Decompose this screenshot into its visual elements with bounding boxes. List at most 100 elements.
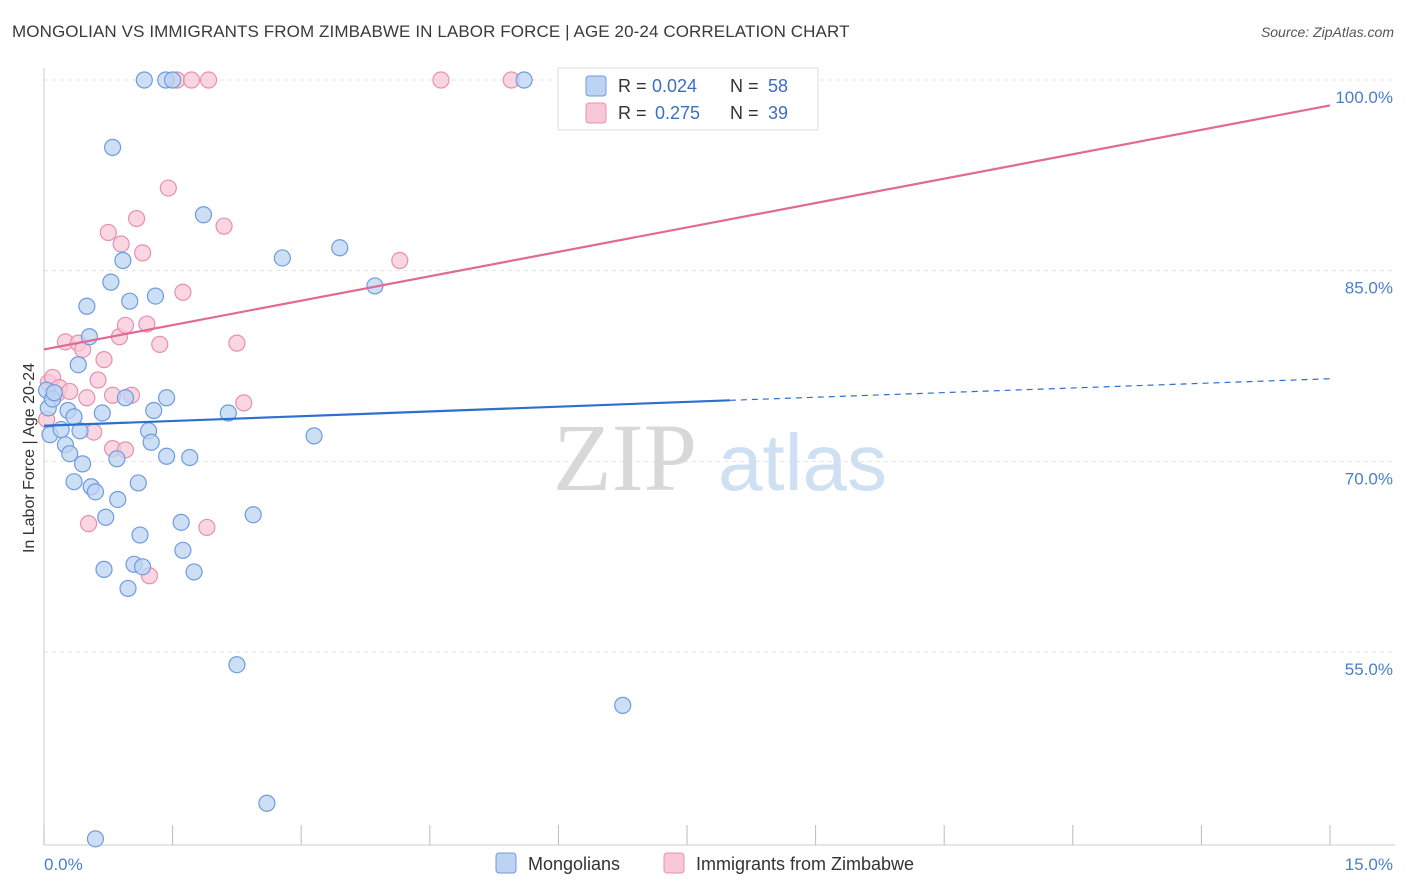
mongolian-point (71, 422, 89, 440)
mongolian-point (119, 579, 137, 598)
y-tick-labels: 55.0% 70.0% 85.0% 100.0% (1335, 88, 1393, 679)
mongolian-point (95, 560, 113, 578)
y-tick-label: 55.0% (1345, 660, 1393, 679)
zimbabwe-point (61, 382, 79, 401)
mongolian-point (331, 239, 349, 257)
legend-swatch-mongolians (585, 75, 607, 97)
zimbabwe-point (133, 244, 152, 262)
mongolian-point (65, 473, 83, 491)
mongolian-point (157, 447, 176, 465)
mongolian-point (97, 508, 115, 526)
zimbabwe-point (116, 316, 135, 334)
mongolian-point (515, 71, 533, 89)
x-tick-label: 0.0% (44, 855, 83, 874)
source-credit: Source: ZipAtlas.com (1260, 24, 1394, 40)
legend-r-value: 0.024 (652, 76, 697, 96)
zimbabwe-point (79, 515, 98, 533)
legend-swatch-zimbabwe (585, 102, 607, 124)
mongolian-point (244, 506, 262, 524)
mongolian-point (86, 483, 105, 501)
mongolian-point (69, 356, 87, 374)
zimbabwe-point (432, 71, 450, 89)
mongolian-point (273, 249, 291, 267)
zimbabwe-point (112, 235, 130, 253)
zimbabwe-point (391, 251, 409, 270)
mongolian-point (109, 490, 127, 509)
zimbabwe-point (200, 71, 218, 89)
zimbabwe-point (198, 518, 216, 537)
watermark-zip: ZIP (553, 404, 697, 511)
mongolian-point (133, 558, 152, 576)
legend-r-label: R = (618, 103, 647, 123)
mongolian-point (93, 404, 111, 422)
zimbabwe-point (95, 351, 113, 369)
legend-r-value: 0.275 (655, 103, 700, 123)
y-tick-label: 70.0% (1345, 469, 1393, 488)
mongolian-point (116, 389, 135, 407)
zimbabwe-point (182, 71, 201, 89)
series-legend: Mongolians Immigrants from Zimbabwe (495, 852, 914, 874)
legend-label-mongolians: Mongolians (528, 854, 620, 874)
mongolian-point (219, 404, 237, 422)
legend-n-label: N = (730, 103, 759, 123)
mongolian-point (78, 297, 96, 315)
zimbabwe-point (89, 371, 107, 389)
mongolian-point (164, 71, 182, 89)
zimbabwe-point (138, 315, 156, 333)
y-axis-title: In Labor Force | Age 20-24 (21, 363, 38, 553)
legend-n-value: 58 (768, 76, 788, 96)
legend-n-label: N = (730, 76, 759, 96)
mongolian-point (102, 273, 120, 291)
mongolian-point (305, 427, 323, 445)
watermark: ZIP atlas (553, 404, 887, 511)
mongolian-point (185, 563, 203, 581)
mongolian-point (103, 138, 122, 156)
mongolian-point (172, 513, 190, 531)
mongolian-point (86, 830, 105, 848)
zimbabwe-point (228, 334, 246, 352)
zimbabwe-point (235, 394, 253, 412)
x-tick-labels: 0.0% 15.0% (44, 855, 1393, 874)
chart-title: MONGOLIAN VS IMMIGRANTS FROM ZIMBABWE IN… (12, 22, 850, 41)
mongolian-point (228, 656, 246, 674)
mongolian-point (129, 474, 147, 492)
x-tick-label: 15.0% (1345, 855, 1393, 874)
mongolian-point (174, 541, 192, 559)
mongolian-trend-line (43, 399, 730, 427)
zimbabwe-point (78, 389, 96, 407)
y-tick-label: 85.0% (1345, 279, 1393, 298)
mongolian-point (45, 384, 63, 402)
gridlines (44, 79, 1395, 653)
mongolian-point (121, 292, 139, 310)
trend-lines (43, 104, 1331, 427)
axes (43, 68, 1395, 846)
zimbabwe-point (127, 209, 146, 228)
legend-swatch-mongolians (495, 852, 517, 874)
mongolian-point (142, 433, 160, 451)
zimbabwe-point (215, 217, 233, 235)
mongolian-point (61, 445, 79, 463)
legend-swatch-zimbabwe (663, 852, 685, 874)
mongolian-point (135, 71, 153, 89)
mongolian-point (157, 389, 176, 407)
mongolian-point (114, 251, 132, 270)
mongolian-point (614, 696, 632, 714)
mongolian-point (181, 448, 199, 467)
zimbabwe-trend-line (43, 104, 1331, 351)
legend-n-value: 39 (768, 103, 788, 123)
watermark-atlas: atlas (718, 418, 887, 507)
zimbabwe-point (151, 335, 169, 353)
mongolian-point (131, 526, 149, 544)
data-points (37, 71, 632, 848)
mongolian-point (258, 794, 276, 812)
legend-label-zimbabwe: Immigrants from Zimbabwe (696, 854, 914, 874)
zimbabwe-point (99, 223, 117, 242)
stats-legend: R = 0.024 N = 58 R = 0.275 N = 39 (557, 67, 819, 131)
y-tick-label: 100.0% (1335, 88, 1393, 107)
mongolian-point (108, 450, 126, 468)
mongolian-point (146, 287, 165, 305)
legend-r-label: R = (618, 76, 647, 96)
mongolian-point (145, 401, 163, 420)
zimbabwe-point (159, 179, 177, 197)
